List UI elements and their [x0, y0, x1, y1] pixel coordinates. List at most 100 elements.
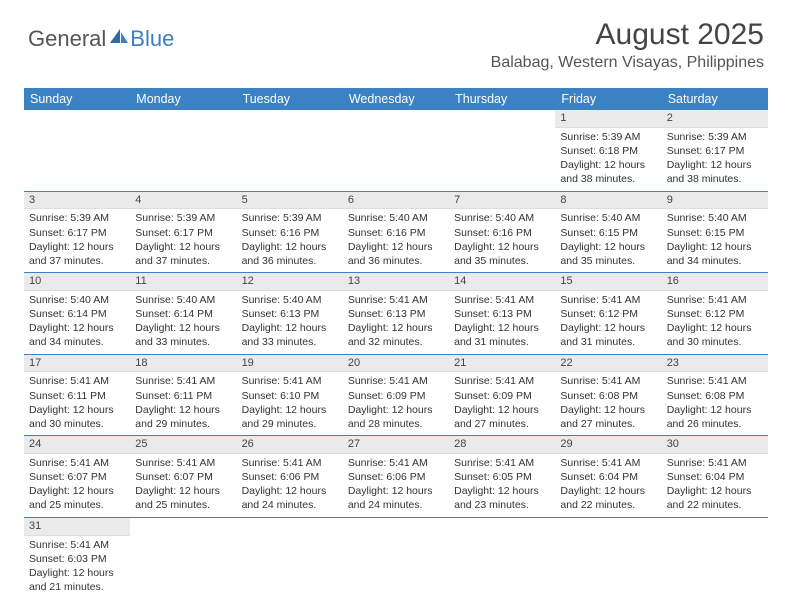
day-info-line: and 25 minutes. [29, 498, 125, 512]
day-number: 12 [237, 273, 343, 291]
day-content: Sunrise: 5:41 AMSunset: 6:07 PMDaylight:… [24, 454, 130, 517]
calendar-week-row: 31Sunrise: 5:41 AMSunset: 6:03 PMDayligh… [24, 518, 768, 599]
day-info-line: Sunrise: 5:40 AM [348, 211, 444, 225]
day-info-line: Daylight: 12 hours [454, 321, 550, 335]
day-info-line: Sunrise: 5:40 AM [29, 293, 125, 307]
day-info-line: Sunrise: 5:41 AM [348, 456, 444, 470]
day-number: 30 [662, 436, 768, 454]
day-info-line: and 35 minutes. [454, 254, 550, 268]
weekday-header: Saturday [662, 88, 768, 110]
day-info-line: and 30 minutes. [667, 335, 763, 349]
day-info-line: and 32 minutes. [348, 335, 444, 349]
day-info-line: Sunset: 6:08 PM [560, 389, 656, 403]
calendar-day-cell: 9Sunrise: 5:40 AMSunset: 6:15 PMDaylight… [662, 192, 768, 273]
day-info-line: and 33 minutes. [135, 335, 231, 349]
day-info-line: Sunset: 6:14 PM [29, 307, 125, 321]
day-content: Sunrise: 5:41 AMSunset: 6:12 PMDaylight:… [662, 291, 768, 354]
day-info-line: Daylight: 12 hours [135, 240, 231, 254]
day-info-line: Sunset: 6:12 PM [560, 307, 656, 321]
day-number: 13 [343, 273, 449, 291]
day-info-line: Daylight: 12 hours [454, 403, 550, 417]
day-content: Sunrise: 5:39 AMSunset: 6:18 PMDaylight:… [555, 128, 661, 191]
day-info-line: and 30 minutes. [29, 417, 125, 431]
day-info-line: and 38 minutes. [560, 172, 656, 186]
day-number: 29 [555, 436, 661, 454]
calendar-week-row: 24Sunrise: 5:41 AMSunset: 6:07 PMDayligh… [24, 436, 768, 518]
day-content: Sunrise: 5:41 AMSunset: 6:06 PMDaylight:… [237, 454, 343, 517]
day-number: 23 [662, 355, 768, 373]
day-info-line: Sunset: 6:16 PM [242, 226, 338, 240]
day-content: Sunrise: 5:40 AMSunset: 6:13 PMDaylight:… [237, 291, 343, 354]
day-number: 15 [555, 273, 661, 291]
day-content: Sunrise: 5:40 AMSunset: 6:15 PMDaylight:… [662, 209, 768, 272]
day-number: 6 [343, 192, 449, 210]
calendar-day-cell: 27Sunrise: 5:41 AMSunset: 6:06 PMDayligh… [343, 436, 449, 517]
day-number: 16 [662, 273, 768, 291]
day-info-line: and 29 minutes. [135, 417, 231, 431]
day-info-line: and 35 minutes. [560, 254, 656, 268]
day-content: Sunrise: 5:41 AMSunset: 6:12 PMDaylight:… [555, 291, 661, 354]
day-info-line: and 25 minutes. [135, 498, 231, 512]
day-info-line: Sunset: 6:13 PM [348, 307, 444, 321]
day-info-line: and 36 minutes. [242, 254, 338, 268]
day-info-line: Sunset: 6:07 PM [29, 470, 125, 484]
calendar-day-cell: 18Sunrise: 5:41 AMSunset: 6:11 PMDayligh… [130, 355, 236, 436]
day-number: 20 [343, 355, 449, 373]
day-info-line: Daylight: 12 hours [242, 321, 338, 335]
day-number: 26 [237, 436, 343, 454]
calendar-week-row: 17 Sunrise: 5:41 AMSunset: 6:11 PM Dayligh… [24, 355, 768, 437]
day-info-line: and 27 minutes. [454, 417, 550, 431]
day-info-line: and 27 minutes. [560, 417, 656, 431]
day-info-line: Daylight: 12 hours [242, 403, 338, 417]
calendar-empty-cell [130, 518, 236, 599]
day-info-line: Daylight: 12 hours [560, 484, 656, 498]
day-content: Sunrise: 5:41 AMSunset: 6:06 PMDaylight:… [343, 454, 449, 517]
day-info-line: Sunrise: 5:41 AM [560, 293, 656, 307]
calendar-week-row: 1Sunrise: 5:39 AMSunset: 6:18 PMDaylight… [24, 110, 768, 192]
calendar-empty-cell [343, 518, 449, 599]
day-info-line: Sunrise: 5:41 AM [667, 293, 763, 307]
day-info-line: and 21 minutes. [29, 580, 125, 594]
calendar-day-cell: 19Sunrise: 5:41 AMSunset: 6:10 PMDayligh… [237, 355, 343, 436]
day-info-line: and 28 minutes. [348, 417, 444, 431]
day-info-line: Sunset: 6:14 PM [135, 307, 231, 321]
day-info-line: Sunrise: 5:40 AM [667, 211, 763, 225]
day-content: Sunrise: 5:41 AMSunset: 6:04 PMDaylight:… [555, 454, 661, 517]
day-info-line: Sunrise: 5:41 AM [135, 374, 231, 388]
day-info-line: Sunset: 6:11 PM [135, 389, 231, 403]
day-info-line: Daylight: 12 hours [667, 403, 763, 417]
calendar-day-cell: 5Sunrise: 5:39 AMSunset: 6:16 PMDaylight… [237, 192, 343, 273]
day-content: Sunrise: 5:41 AMSunset: 6:05 PMDaylight:… [449, 454, 555, 517]
day-info-line: Sunrise: 5:41 AM [242, 456, 338, 470]
calendar-day-cell: 2Sunrise: 5:39 AMSunset: 6:17 PMDaylight… [662, 110, 768, 191]
day-number: 5 [237, 192, 343, 210]
day-number: 3 [24, 192, 130, 210]
weekday-header: Wednesday [343, 88, 449, 110]
day-info-line: Sunset: 6:09 PM [454, 389, 550, 403]
day-info-line: Sunset: 6:08 PM [667, 389, 763, 403]
calendar-empty-cell [449, 110, 555, 191]
day-info-line: and 24 minutes. [242, 498, 338, 512]
calendar-day-cell: 15Sunrise: 5:41 AMSunset: 6:12 PMDayligh… [555, 273, 661, 354]
brand-part2: Blue [130, 26, 174, 52]
day-content: Sunrise: 5:39 AMSunset: 6:16 PMDaylight:… [237, 209, 343, 272]
day-info-line: Sunset: 6:17 PM [667, 144, 763, 158]
day-info-line: Daylight: 12 hours [667, 158, 763, 172]
calendar-day-cell: 10Sunrise: 5:40 AMSunset: 6:14 PMDayligh… [24, 273, 130, 354]
day-number: 17 [24, 355, 130, 373]
calendar-day-cell: 14Sunrise: 5:41 AMSunset: 6:13 PMDayligh… [449, 273, 555, 354]
calendar-day-cell: 12Sunrise: 5:40 AMSunset: 6:13 PMDayligh… [237, 273, 343, 354]
calendar-day-cell: 20Sunrise: 5:41 AMSunset: 6:09 PMDayligh… [343, 355, 449, 436]
day-info-line: Sunrise: 5:39 AM [560, 130, 656, 144]
page-header: General Blue August 2025 Balabag, Wester… [0, 0, 792, 80]
day-info-line: Sunset: 6:17 PM [135, 226, 231, 240]
calendar-day-cell: 17Sunrise: 5:41 AMSunset: 6:11 PMDayligh… [24, 355, 130, 436]
day-content: Sunrise: 5:40 AMSunset: 6:16 PMDaylight:… [449, 209, 555, 272]
calendar-empty-cell [449, 518, 555, 599]
day-info-line: Sunrise: 5:40 AM [242, 293, 338, 307]
day-content: Sunrise: 5:40 AMSunset: 6:14 PMDaylight:… [24, 291, 130, 354]
day-info-line: and 22 minutes. [560, 498, 656, 512]
calendar-day-cell: 4Sunrise: 5:39 AMSunset: 6:17 PMDaylight… [130, 192, 236, 273]
day-info-line: and 34 minutes. [667, 254, 763, 268]
day-content: Sunrise: 5:39 AMSunset: 6:17 PMDaylight:… [130, 209, 236, 272]
